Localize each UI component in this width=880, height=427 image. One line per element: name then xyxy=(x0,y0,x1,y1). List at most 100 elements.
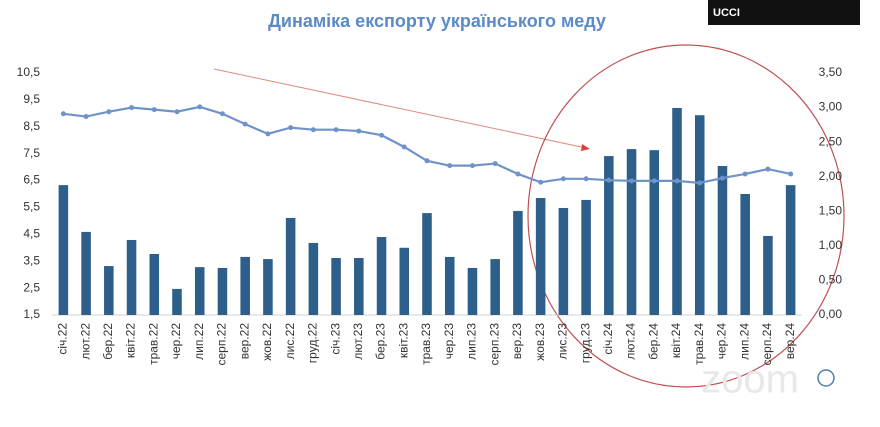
x-tick-label: лют.22 xyxy=(78,323,92,360)
y-tick-label: 3,5 xyxy=(23,253,40,267)
logo xyxy=(817,369,835,387)
line-point xyxy=(265,131,271,137)
x-tick-label: лис.23 xyxy=(556,323,570,360)
line-point xyxy=(538,179,544,185)
line-point xyxy=(674,178,680,184)
x-tick-label: лип.22 xyxy=(192,323,206,360)
line-point xyxy=(151,107,157,113)
y2-tick-label: 3,50 xyxy=(819,65,843,79)
x-tick-label: квіт.24 xyxy=(669,323,683,358)
bar xyxy=(513,210,523,315)
chart-title: Динаміка експорту українського меду xyxy=(268,11,606,31)
x-tick-label: лис.22 xyxy=(283,323,297,360)
line-point xyxy=(651,178,657,184)
y-tick-label: 7,5 xyxy=(23,146,40,160)
y2-tick-label: 2,50 xyxy=(819,134,843,148)
line-point xyxy=(742,171,748,177)
x-tick-label: трав.24 xyxy=(692,323,706,365)
x-tick-label: квіт.23 xyxy=(396,323,410,358)
line-point xyxy=(242,121,248,127)
bar xyxy=(535,198,546,315)
y-tick-label: 5,5 xyxy=(23,200,40,214)
line-point xyxy=(356,128,362,134)
line-point xyxy=(469,163,475,169)
line-point xyxy=(424,158,430,164)
y2-tick-label: 1,50 xyxy=(819,203,843,217)
y2-tick-label: 3,00 xyxy=(819,100,843,114)
line-point xyxy=(719,175,725,181)
line-point xyxy=(106,109,112,115)
x-tick-label: серп.23 xyxy=(487,323,501,366)
bar xyxy=(785,185,796,315)
bar xyxy=(81,231,91,315)
bar xyxy=(649,150,660,315)
bar xyxy=(422,213,432,315)
line-point xyxy=(219,111,225,117)
y-tick-label: 6,5 xyxy=(23,173,40,187)
bar xyxy=(308,242,319,315)
annotation-arrow xyxy=(213,68,587,149)
annotation-arrowhead xyxy=(581,144,590,151)
bar xyxy=(604,156,614,315)
bar xyxy=(763,235,773,315)
line-point xyxy=(560,176,566,182)
y2-tick-label: 0,00 xyxy=(819,307,843,321)
bar xyxy=(467,267,478,315)
line-point xyxy=(788,171,794,177)
line-point xyxy=(129,105,135,111)
bar xyxy=(672,107,682,315)
bar xyxy=(172,288,182,315)
bar xyxy=(194,267,205,315)
x-tick-label: січ.23 xyxy=(328,323,342,355)
bar xyxy=(376,237,387,315)
video-tile-label: UCCI xyxy=(713,7,740,19)
line-point xyxy=(447,163,453,169)
bar xyxy=(399,247,410,315)
line-point xyxy=(333,127,339,133)
bar xyxy=(263,259,273,315)
x-tick-label: січ.24 xyxy=(601,323,615,355)
bar xyxy=(490,259,500,315)
x-tick-label: чер.22 xyxy=(169,323,183,360)
bar xyxy=(217,267,228,315)
line-point xyxy=(174,109,180,115)
x-tick-label: чер.23 xyxy=(442,323,456,360)
video-tile xyxy=(708,0,860,25)
bar xyxy=(104,266,114,315)
x-tick-label: чер.24 xyxy=(715,323,729,360)
y-tick-label: 9,5 xyxy=(23,92,40,106)
y-tick-label: 2,5 xyxy=(23,280,40,294)
bar xyxy=(149,253,160,315)
x-tick-label: квіт.22 xyxy=(124,323,138,358)
bar xyxy=(354,257,364,315)
bar xyxy=(694,115,705,316)
bar xyxy=(331,257,341,315)
x-tick-label: вер.24 xyxy=(783,323,797,360)
line-point xyxy=(629,178,635,184)
x-tick-label: серп.24 xyxy=(760,323,774,366)
bar xyxy=(626,149,637,315)
x-tick-label: трав.23 xyxy=(419,323,433,365)
x-tick-label: лют.23 xyxy=(351,323,365,360)
bar xyxy=(558,207,569,315)
line-point xyxy=(583,176,589,182)
y-tick-label: 4,5 xyxy=(23,227,40,241)
y2-tick-label: 1,00 xyxy=(819,238,843,252)
y2-tick-label: 2,00 xyxy=(819,169,843,183)
line-point xyxy=(697,180,703,186)
bar xyxy=(717,166,728,315)
y-tick-label: 10,5 xyxy=(17,65,41,79)
line-point xyxy=(765,166,771,172)
line-point xyxy=(310,127,316,133)
bar xyxy=(58,185,69,315)
x-tick-label: жов.22 xyxy=(260,323,274,361)
x-tick-label: лют.24 xyxy=(624,323,638,360)
line-point xyxy=(515,171,521,177)
y-tick-label: 8,5 xyxy=(23,119,40,133)
y2-tick-label: 0,50 xyxy=(819,273,843,287)
x-tick-label: груд.23 xyxy=(578,323,592,364)
x-tick-label: лип.23 xyxy=(465,323,479,360)
line-point xyxy=(197,104,203,110)
y-tick-label: 1,5 xyxy=(23,307,40,321)
line-point xyxy=(401,144,407,150)
